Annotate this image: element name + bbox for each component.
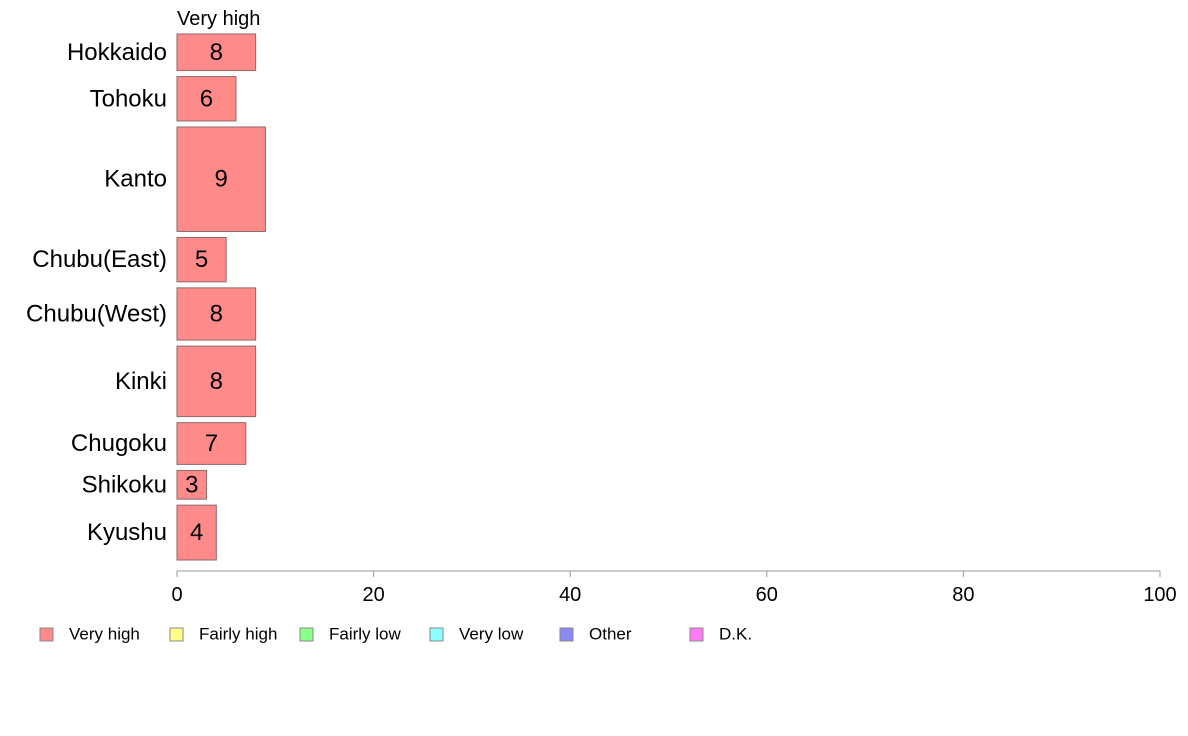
- value-label: 8: [210, 368, 223, 395]
- legend-label: Fairly low: [329, 625, 402, 644]
- legend-label: Very low: [459, 625, 524, 644]
- category-label: Kyushu: [87, 519, 167, 546]
- legend-swatch: [429, 627, 444, 642]
- bar-kanto-0: [176, 126, 266, 232]
- legend: Very high Fairly high Fairly low Very low Ot…: [39, 625, 752, 644]
- legend-label: Very high: [69, 625, 140, 644]
- x-tick-label: 40: [559, 584, 581, 606]
- value-label: 6: [200, 85, 213, 112]
- category-label: Chugoku: [71, 430, 167, 457]
- value-label: 3: [185, 471, 198, 498]
- value-label: 7: [205, 430, 218, 457]
- x-tick-label: 60: [756, 584, 778, 606]
- category-label: Shikoku: [82, 471, 167, 498]
- legend-label: Fairly high: [199, 625, 277, 644]
- category-label: Hokkaido: [67, 39, 167, 66]
- x-axis: 0 20 40 60 80 100: [171, 570, 1177, 606]
- legend-label: Other: [589, 625, 632, 644]
- value-label: 9: [215, 166, 228, 193]
- x-tick-label: 20: [362, 584, 384, 606]
- x-tick-label: 0: [171, 584, 182, 606]
- bar-kinki-0: [176, 345, 257, 418]
- bars: [176, 33, 266, 561]
- legend-swatch: [39, 627, 54, 642]
- value-label: 8: [210, 300, 223, 327]
- bar-shikoku-0: [176, 469, 207, 500]
- category-label: Kinki: [115, 368, 167, 395]
- value-label: 4: [190, 519, 203, 546]
- category-label: Tohoku: [90, 85, 167, 112]
- value-label: 5: [195, 246, 208, 273]
- legend-swatch: [559, 627, 574, 642]
- value-label: 8: [210, 39, 223, 66]
- legend-swatch: [169, 627, 184, 642]
- bar-chubu-west--0: [176, 287, 257, 341]
- legend-label: D.K.: [719, 625, 752, 644]
- bar-tohoku-0: [176, 76, 237, 122]
- series-title: Very high: [177, 8, 260, 30]
- category-label: Chubu(East): [32, 246, 167, 273]
- x-tick-label: 80: [952, 584, 974, 606]
- category-labels: Hokkaido Tohoku Kanto Chubu(East) Chubu(West…: [26, 39, 167, 546]
- legend-swatch: [689, 627, 704, 642]
- x-tick-label: 100: [1143, 584, 1176, 606]
- category-label: Chubu(West): [26, 300, 167, 327]
- bar-hokkaido-0: [176, 33, 257, 72]
- bar-chubu-east--0: [176, 236, 227, 283]
- bar-kyushu-0: [176, 504, 217, 561]
- legend-swatch: [299, 627, 314, 642]
- category-label: Kanto: [104, 166, 167, 193]
- bar-chugoku-0: [176, 422, 247, 465]
